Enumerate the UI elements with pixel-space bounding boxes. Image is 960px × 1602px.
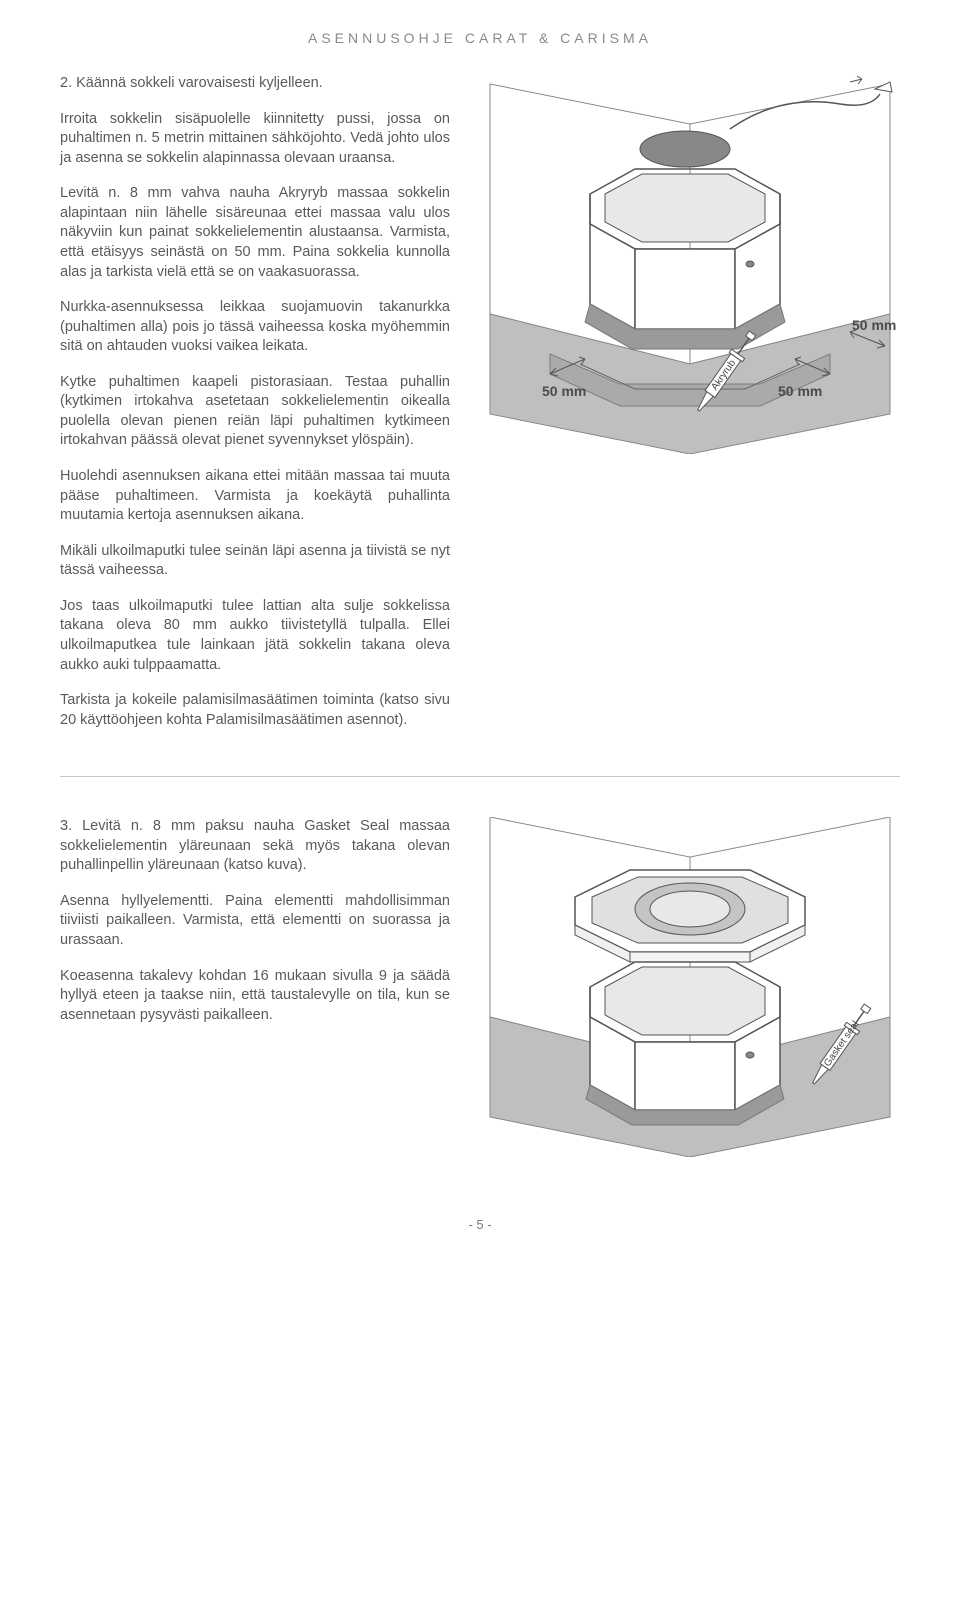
dim-label-left: 50 mm [542,383,586,399]
figure-2-container: Gasket seal [480,817,900,1157]
s2-p5: Kytke puhaltimen kaapeli pistorasiaan. T… [60,373,450,451]
section-3: 3. Levitä n. 8 mm paksu nauha Gasket Sea… [60,817,900,1157]
s2-p6: Huolehdi asennuksen aikana ettei mitään … [60,467,450,526]
s3-p3: Koeasenna takalevy kohdan 16 mukaan sivu… [60,967,450,1026]
section-2-text: 2. Käännä sokkeli varovaisesti kyljellee… [60,74,450,746]
s3-p2: Asenna hyllyelementti. Paina elementti m… [60,892,450,951]
s2-p4: Nurkka-asennuksessa leikkaa suojamuovin … [60,298,450,357]
section-3-text: 3. Levitä n. 8 mm paksu nauha Gasket Sea… [60,817,450,1157]
manual-header: ASENNUSOHJE CARAT & CARISMA [60,30,900,46]
s2-p9: Tarkista ja kokeile palamisilmasäätimen … [60,691,450,730]
figure-1-container: 50 mm 50 mm 50 mm Akryrub [480,74,900,746]
s2-p3: Levitä n. 8 mm vahva nauha Akryryb massa… [60,184,450,282]
s2-p1: 2. Käännä sokkeli varovaisesti kyljellee… [60,74,450,94]
dim-label-right: 50 mm [778,383,822,399]
figure-2-diagram: Gasket seal [480,817,900,1157]
page-number: - 5 - [60,1217,900,1232]
section-divider [60,776,900,777]
figure-1-diagram: 50 mm 50 mm 50 mm Akryrub [480,74,900,454]
s2-p2: Irroita sokkelin sisäpuolelle kiinnitett… [60,110,450,169]
s2-p8: Jos taas ulkoilmaputki tulee lattian alt… [60,597,450,675]
section-2: 2. Käännä sokkeli varovaisesti kyljellee… [60,74,900,746]
s2-p7: Mikäli ulkoilmaputki tulee seinän läpi a… [60,542,450,581]
dim-label-far-right: 50 mm [852,317,896,333]
s3-p1: 3. Levitä n. 8 mm paksu nauha Gasket Sea… [60,817,450,876]
